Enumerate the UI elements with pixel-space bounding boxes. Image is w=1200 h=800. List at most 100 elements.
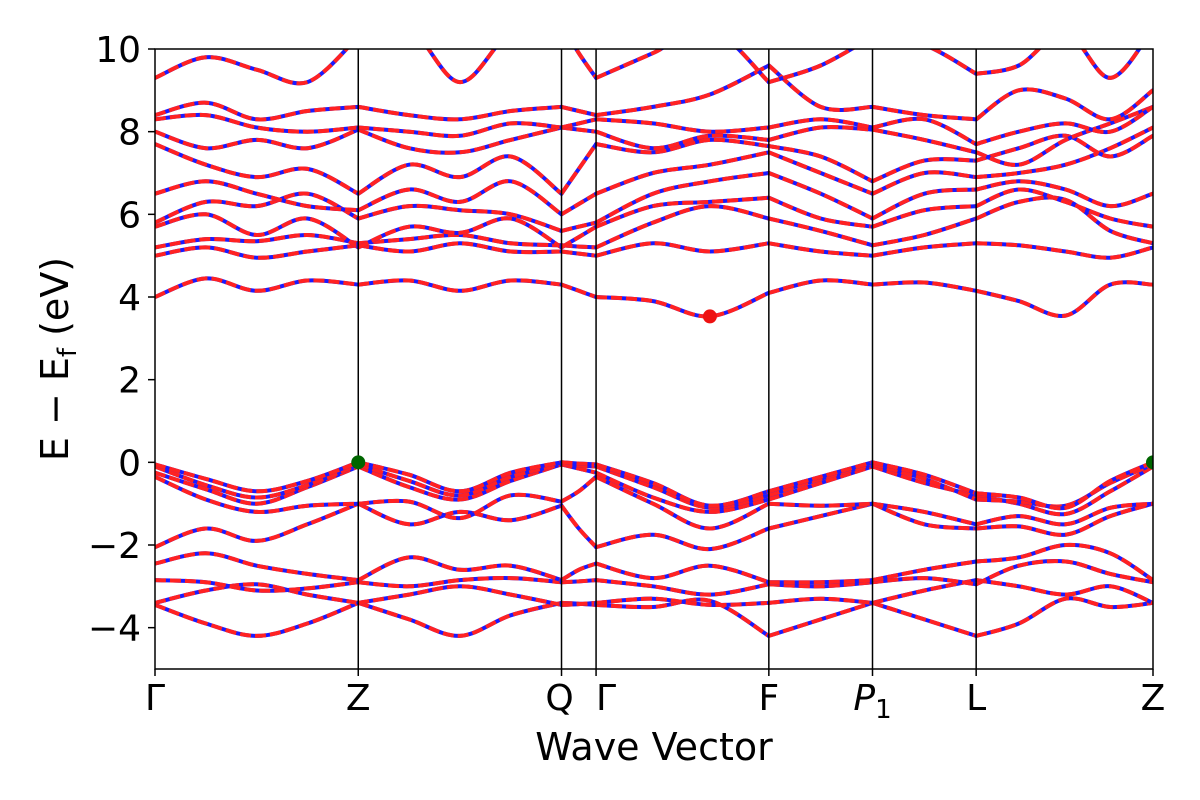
band-line-solid-6-9 bbox=[974, 280, 1153, 318]
band-line-dashed-0-17 bbox=[155, 112, 359, 134]
band-line-dashed-4-4 bbox=[768, 501, 873, 531]
x-tick-label-1: Z bbox=[346, 678, 371, 719]
y-tick-label-3: 2 bbox=[118, 361, 141, 402]
band-line-dashed-4-19 bbox=[768, 49, 856, 85]
band-line-dashed-4-2 bbox=[768, 580, 873, 589]
band-line-solid-5-13 bbox=[870, 187, 979, 221]
band-line-dashed-0-1 bbox=[155, 582, 359, 605]
band-line-dashed-0-12 bbox=[155, 212, 360, 250]
band-line-dashed-1-7 bbox=[357, 462, 562, 498]
band-line-dashed-4-11 bbox=[768, 216, 874, 248]
band-line-dashed-1-10 bbox=[358, 241, 562, 255]
band-line-dashed-2-12 bbox=[560, 225, 598, 250]
x-tick-label-7: Z bbox=[1141, 678, 1166, 719]
band-line-dashed-6-0 bbox=[975, 596, 1153, 638]
band-line-dashed-3-12 bbox=[595, 195, 769, 229]
band-line-solid-4-18 bbox=[766, 63, 875, 112]
band-line-dashed-1-12 bbox=[357, 216, 563, 250]
band-line-dashed-5-8 bbox=[872, 460, 977, 496]
x-axis-ticks: Γ Z Q Γ F P1 L Z bbox=[145, 669, 1165, 725]
band-line-dashed-0-18 bbox=[155, 100, 359, 122]
band-line-dashed-6-18 bbox=[975, 87, 1153, 122]
band-line-dashed-0-11 bbox=[155, 232, 359, 250]
band-line-dashed-2-5 bbox=[560, 475, 598, 504]
band-line-dashed-4-0 bbox=[768, 600, 874, 638]
band-line-dashed-4-14 bbox=[768, 150, 874, 196]
y-axis-title-unit: (eV) bbox=[33, 257, 77, 348]
band-line-dashed-5-17 bbox=[872, 116, 978, 146]
band-line-dashed-6-13 bbox=[975, 179, 1153, 209]
band-line-dashed-2-4 bbox=[559, 504, 598, 549]
band-line-dashed-0-14 bbox=[155, 179, 359, 213]
band-line-dashed-0-10 bbox=[155, 243, 359, 260]
band-line-dashed-5-16 bbox=[872, 127, 977, 155]
plot-frame bbox=[154, 48, 1154, 670]
x-axis-title: Wave Vector bbox=[535, 725, 773, 769]
band-line-solid-4-19 bbox=[766, 49, 856, 85]
x-tick-label-5: P1 bbox=[853, 678, 891, 725]
y-tick-label-5: 6 bbox=[118, 195, 141, 236]
band-line-dashed-2-2 bbox=[561, 578, 597, 585]
band-line-dashed-5-14 bbox=[871, 170, 977, 196]
band-line-dashed-1-11 bbox=[358, 232, 562, 248]
band-line-dashed-0-4 bbox=[155, 501, 360, 549]
band-line-dashed-5-3 bbox=[872, 559, 977, 583]
band-line-dashed-0-3 bbox=[155, 551, 359, 583]
band-line-dashed-1-6 bbox=[357, 462, 563, 502]
band-line-dashed-2-8 bbox=[561, 460, 597, 467]
band-line-solid-4-15 bbox=[766, 144, 875, 184]
band-line-dashed-0-7 bbox=[155, 462, 360, 500]
band-line-solid-6-0 bbox=[974, 596, 1153, 638]
band-line-dashed-1-18 bbox=[357, 104, 562, 122]
band-line-dashed-4-8 bbox=[768, 460, 874, 494]
band-line-dashed-6-15 bbox=[975, 133, 1153, 163]
band-line-dashed-2-15 bbox=[559, 142, 598, 195]
band-line-dashed-1-16 bbox=[357, 125, 562, 155]
band-line-dashed-6-12 bbox=[975, 187, 1153, 229]
x-tick-label-4: F bbox=[758, 678, 779, 719]
band-line-dashed-6-3 bbox=[976, 542, 1153, 582]
band-line-dashed-4-5 bbox=[768, 501, 873, 508]
band-line-dashed-6-19 bbox=[975, 49, 1142, 80]
band-line-dashed-4-15 bbox=[768, 144, 874, 184]
band-line-dashed-6-16 bbox=[975, 105, 1153, 167]
band-line-solid-6-18 bbox=[974, 87, 1153, 122]
band-line-dashed-5-0 bbox=[871, 600, 977, 638]
band-line-dashed-0-2 bbox=[155, 578, 359, 593]
band-line-dashed-3-9 bbox=[595, 291, 770, 319]
band-line-dashed-2-14 bbox=[560, 191, 598, 217]
band-line-dashed-5-2 bbox=[872, 576, 977, 587]
x-tick-label-6: L bbox=[966, 678, 986, 719]
band-line-solid-3-10 bbox=[594, 241, 771, 258]
band-line-dashed-5-19 bbox=[928, 49, 978, 76]
y-axis-ticks: −4 −2 0 2 4 6 8 10 bbox=[88, 30, 155, 650]
band-line-dashed-5-13 bbox=[871, 187, 977, 221]
band-line-dashed-3-4 bbox=[595, 526, 770, 552]
band-line-solid-0-19 bbox=[155, 49, 350, 86]
band-line-dashed-0-5 bbox=[155, 474, 359, 515]
band-line-dashed-1-4 bbox=[357, 501, 563, 527]
band-line-dashed-0-16 bbox=[155, 127, 360, 151]
band-line-dashed-1-9 bbox=[358, 278, 562, 293]
band-line-dashed-6-7 bbox=[976, 462, 1153, 509]
band-line-dashed-3-0 bbox=[596, 597, 770, 638]
band-line-dashed-1-2 bbox=[358, 576, 562, 589]
band-line-dashed-2-13 bbox=[561, 220, 597, 233]
x-tick-label-0: Γ bbox=[145, 678, 165, 719]
vbm-marker-1 bbox=[351, 455, 366, 470]
band-line-dashed-5-12 bbox=[871, 204, 977, 229]
band-line-dashed-1-19 bbox=[426, 49, 497, 85]
band-line-solid-6-7 bbox=[974, 462, 1153, 509]
y-axis-title-main: E − E bbox=[33, 357, 77, 461]
band-line-dashed-2-19 bbox=[573, 49, 598, 80]
band-line-dashed-4-6 bbox=[768, 464, 874, 502]
band-line-dashed-6-8 bbox=[976, 460, 1153, 511]
y-axis-title-subscript: f bbox=[53, 347, 83, 357]
band-line-dashed-4-1 bbox=[768, 596, 873, 605]
band-line-dashed-5-7 bbox=[871, 462, 977, 502]
band-line-dashed-5-4 bbox=[871, 501, 977, 531]
band-line-dashed-6-5 bbox=[975, 501, 1153, 527]
band-line-solid-0-9 bbox=[155, 276, 361, 299]
band-line-dashed-3-13 bbox=[595, 171, 770, 225]
band-line-dashed-4-17 bbox=[768, 117, 873, 130]
